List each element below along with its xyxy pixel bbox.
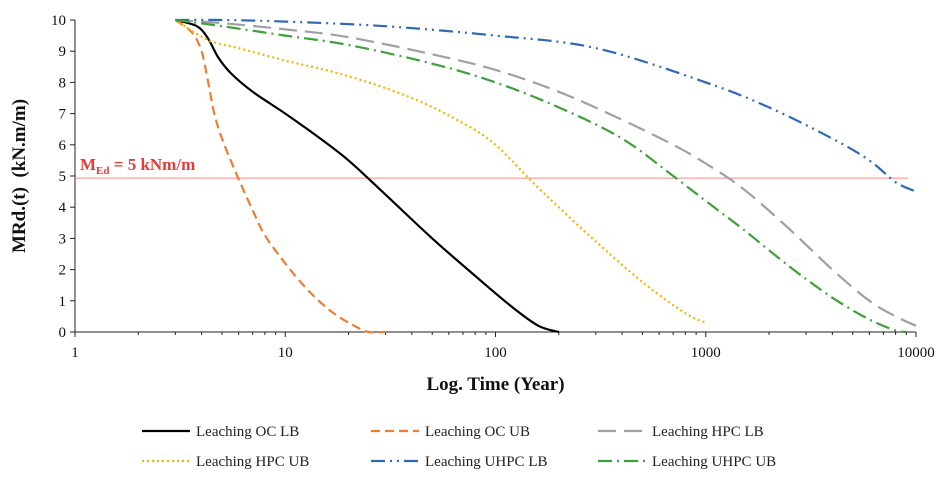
y-tick-label: 3 bbox=[59, 231, 67, 247]
y-tick-label: 10 bbox=[51, 13, 66, 29]
legend-label: Leaching UHPC UB bbox=[652, 454, 776, 470]
y-tick-label: 4 bbox=[59, 200, 67, 216]
x-tick-label: 10000 bbox=[897, 345, 935, 361]
legend-label: Leaching OC UB bbox=[425, 424, 530, 440]
med-label-subscript: Ed bbox=[96, 165, 109, 177]
series-line-leaching-uhpc-lb bbox=[175, 18, 917, 193]
med-reference-label: MEd = 5 kNm/m bbox=[80, 155, 195, 177]
x-tick-label: 10 bbox=[278, 345, 293, 361]
legend-label: Leaching HPC LB bbox=[652, 424, 764, 440]
series-lines bbox=[174, 18, 917, 334]
x-tick-label: 1 bbox=[71, 345, 79, 361]
legend: Leaching OC LB Leaching OC UB Leaching HPC… bbox=[142, 424, 776, 470]
x-axis-title: Log. Time (Year) bbox=[426, 374, 564, 395]
y-tick-label: 8 bbox=[59, 75, 67, 91]
y-tick-label: 2 bbox=[59, 263, 67, 279]
series-line-leaching-uhpc-ub bbox=[175, 18, 907, 334]
y-tick-label: 5 bbox=[59, 169, 67, 185]
series-line-leaching-oc-ub bbox=[174, 19, 386, 334]
legend-label: Leaching HPC UB bbox=[196, 454, 309, 470]
med-label-suffix: = 5 kNm/m bbox=[110, 155, 196, 174]
y-tick-label: 1 bbox=[59, 294, 67, 310]
series-line-leaching-hpc-lb bbox=[175, 18, 917, 327]
y-axis-title: MRd.(t) (kN.m/m) bbox=[9, 99, 30, 253]
annotation: MEd = 5 kNm/m bbox=[75, 155, 908, 179]
x-tick-label: 1000 bbox=[691, 345, 721, 361]
y-tick-label: 7 bbox=[59, 107, 67, 123]
series-line-leaching-oc-lb bbox=[175, 18, 560, 334]
series-line-leaching-hpc-ub bbox=[174, 19, 707, 324]
y-tick-label: 0 bbox=[59, 325, 67, 341]
x-tick-label: 100 bbox=[484, 345, 507, 361]
legend-label: Leaching UHPC LB bbox=[425, 454, 547, 470]
med-label-prefix: M bbox=[80, 155, 96, 174]
legend-label: Leaching OC LB bbox=[196, 424, 299, 440]
y-tick-label: 6 bbox=[59, 138, 67, 154]
y-tick-label: 9 bbox=[59, 44, 67, 60]
